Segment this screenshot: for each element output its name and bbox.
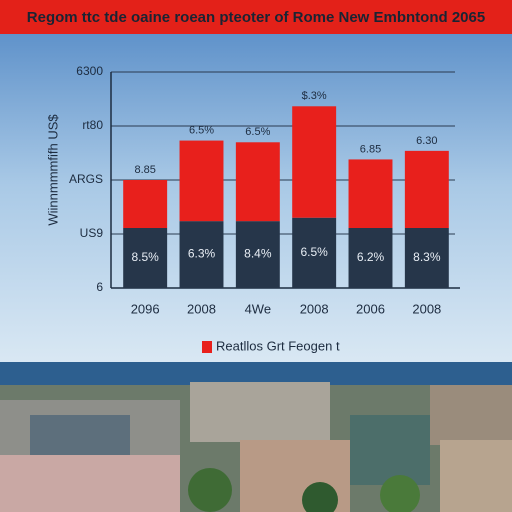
y-tick-label: US9	[80, 226, 104, 240]
x-tick-label: 2006	[356, 301, 385, 316]
bar-inside-label: 6.2%	[357, 250, 385, 264]
bar-segment	[348, 228, 393, 288]
bar-top-label: 6.30	[416, 135, 437, 147]
y-axis-label: Wiinnmmmfifh US$	[45, 114, 60, 226]
bar-segment	[292, 217, 337, 288]
bar-segment	[404, 150, 449, 228]
chart-title: Regom ttc tde oaine roean pteoter of Rom…	[27, 9, 485, 26]
bar-top-label: 6.5%	[245, 126, 270, 138]
y-tick-label: 6300	[76, 64, 103, 78]
bar-segment	[235, 142, 280, 222]
legend-label: Reatllos Grt Feogen t	[216, 338, 340, 353]
city-photo	[0, 362, 512, 512]
bar-segment	[348, 159, 393, 228]
bar-top-label: 8.85	[134, 164, 155, 176]
bar-segment	[179, 221, 224, 288]
y-tick-label: 6	[96, 280, 103, 294]
bar-inside-label: 8.5%	[131, 250, 159, 264]
bar-top-label: 6.85	[360, 143, 381, 155]
bar-segment	[235, 221, 280, 288]
bar-segment	[404, 228, 449, 288]
bar-segment	[179, 140, 224, 222]
x-tick-label: 2008	[187, 301, 216, 316]
x-tick-label: 4We	[245, 301, 272, 316]
bar-segment	[123, 228, 168, 288]
y-tick-label: ARGS	[69, 172, 103, 186]
bar-inside-label: 8.4%	[244, 247, 272, 261]
bar-top-label: 6.5%	[189, 124, 214, 136]
bar-inside-label: 8.3%	[413, 250, 441, 264]
bar-inside-label: 6.5%	[300, 245, 328, 259]
x-tick-label: 2096	[131, 301, 160, 316]
title-band	[0, 0, 512, 34]
bar-segment	[292, 106, 337, 218]
legend-swatch	[202, 341, 212, 353]
y-tick-label: rt80	[82, 118, 103, 132]
bar-inside-label: 6.3%	[188, 247, 216, 261]
x-tick-label: 2008	[300, 301, 329, 316]
x-tick-label: 2008	[412, 301, 441, 316]
bar-segment	[123, 180, 168, 228]
bar-top-label: $.3%	[302, 90, 327, 102]
